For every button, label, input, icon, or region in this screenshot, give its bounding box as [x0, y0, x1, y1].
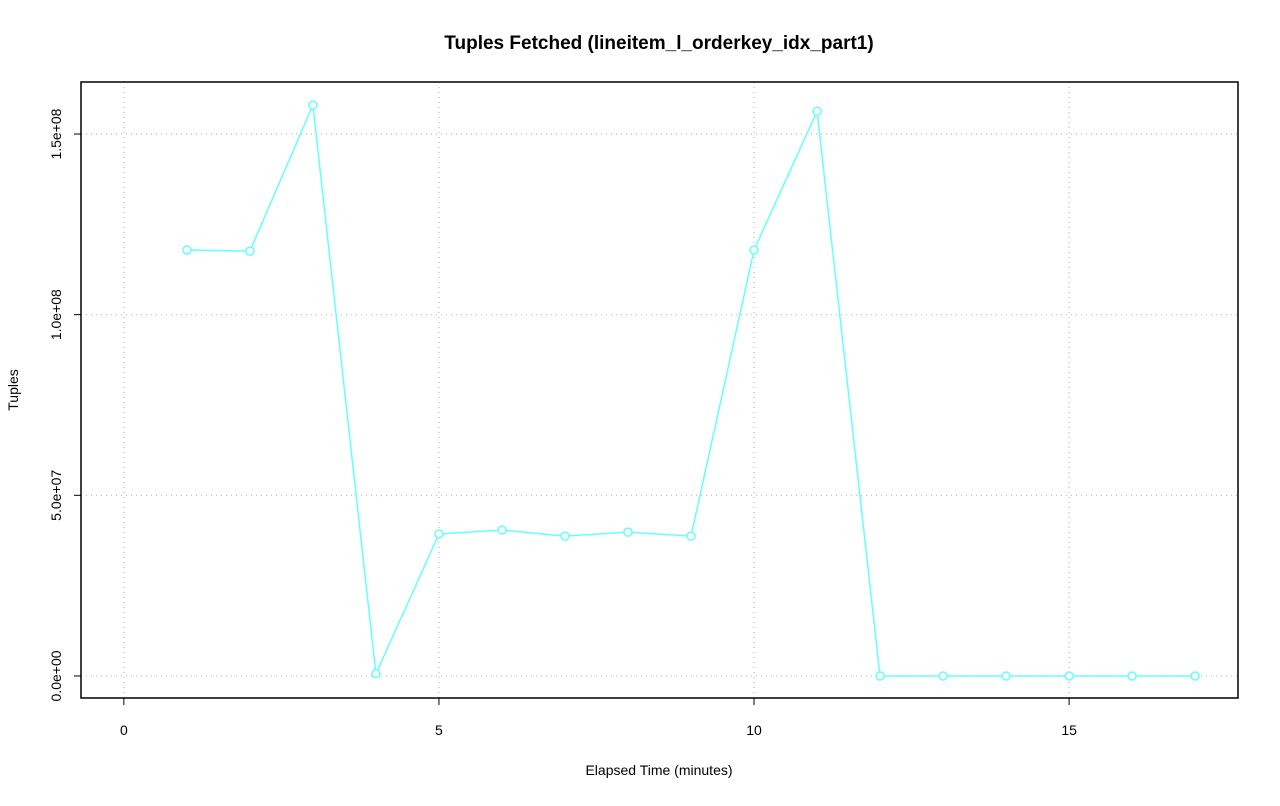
- data-point: [686, 531, 696, 541]
- data-point: [371, 669, 381, 679]
- data-point: [560, 531, 570, 541]
- data-point: [749, 245, 759, 255]
- y-tick-label: 1.5e+08: [48, 108, 64, 159]
- data-point: [497, 525, 507, 535]
- data-point: [434, 529, 444, 539]
- data-point: [308, 100, 318, 110]
- data-point: [812, 106, 822, 117]
- data-point: [1064, 671, 1074, 681]
- data-point: [1190, 671, 1200, 681]
- x-axis-label: Elapsed Time (minutes): [585, 762, 732, 778]
- x-tick-label: 0: [120, 722, 128, 738]
- data-point: [938, 671, 948, 681]
- y-axis-label: Tuples: [5, 369, 21, 411]
- chart-title: Tuples Fetched (lineitem_l_orderkey_idx_…: [444, 33, 873, 54]
- x-tick-label: 15: [1061, 722, 1077, 738]
- x-tick-label: 5: [435, 722, 443, 738]
- x-tick-label: 10: [746, 722, 762, 738]
- data-point: [245, 246, 255, 256]
- data-point: [182, 245, 192, 255]
- plot-frame: [80, 81, 1239, 699]
- y-tick-label: 1.0e+08: [48, 289, 64, 340]
- data-point: [623, 527, 633, 537]
- data-point: [1127, 671, 1137, 681]
- data-line: [186, 102, 1196, 677]
- data-point: [875, 671, 885, 681]
- y-tick-label: 0.0e+00: [48, 650, 64, 701]
- data-point: [1001, 671, 1011, 681]
- y-tick-label: 5.0e+07: [48, 470, 64, 521]
